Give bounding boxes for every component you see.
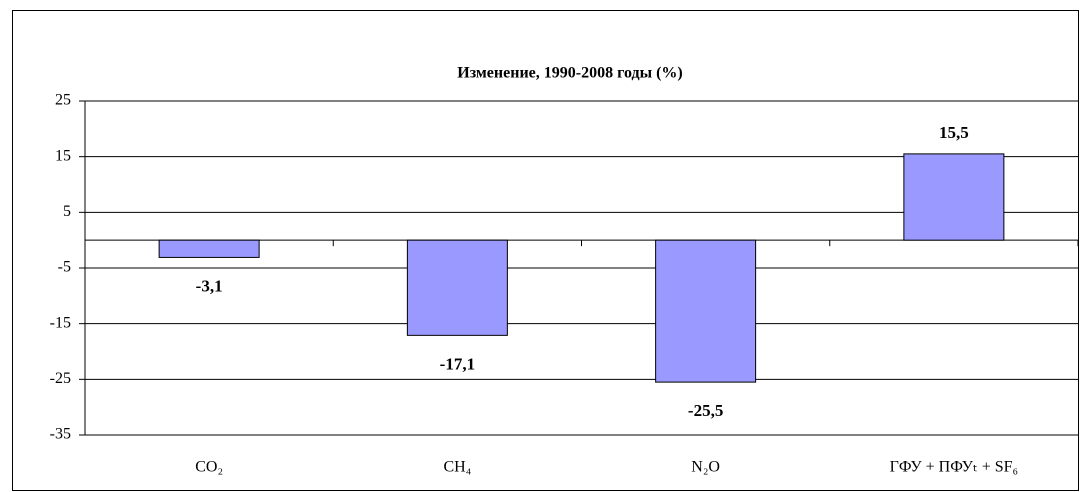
x-tick-label: N₂O [691,459,720,476]
value-label: -3,1 [196,276,223,295]
x-tick-label: CO₂ [195,459,223,476]
bar [903,153,1005,241]
value-label: 15,5 [939,123,969,142]
x-tick-label: CH₄ [443,459,471,476]
y-tick-label: -15 [50,314,71,331]
y-tick-label: 15 [55,147,71,164]
y-tick-label: -5 [58,259,71,276]
bar [655,239,757,383]
y-tick-label: 5 [63,203,71,220]
chart-title: Изменение, 1990-2008 годы (%) [457,65,682,82]
bar [158,239,260,258]
y-tick-label: 25 [55,92,71,109]
value-label: -25,5 [688,401,723,420]
bar [406,239,508,336]
y-tick-label: -25 [50,370,71,387]
y-tick-label: -35 [50,426,71,443]
value-label: -17,1 [440,354,475,373]
x-tick-label: ГФУ + ПФУₜ + SF₆ [890,459,1018,476]
